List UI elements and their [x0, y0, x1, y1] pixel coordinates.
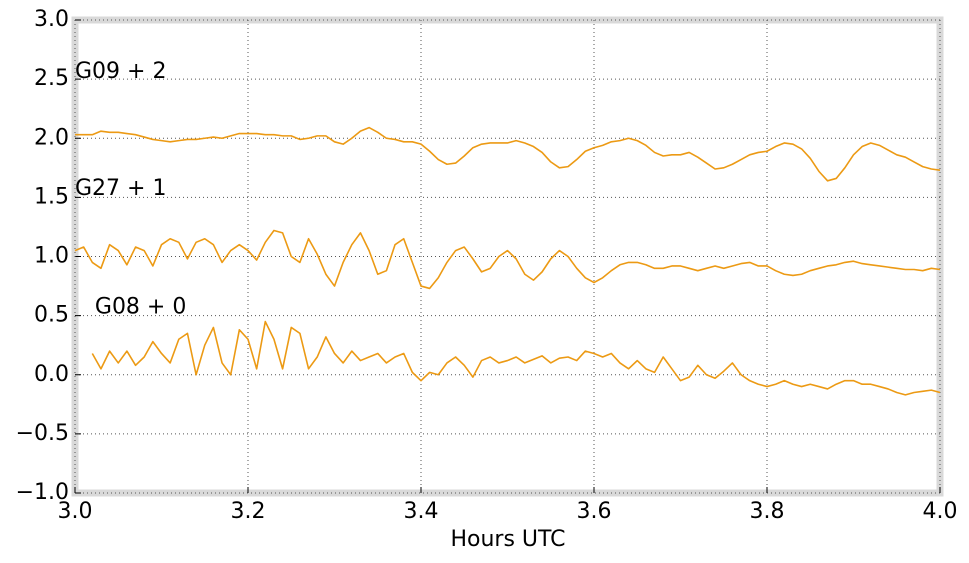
- y-tick-label: −1.0: [16, 480, 69, 505]
- data-line: [74, 229, 941, 290]
- y-tick-label: 2.0: [34, 125, 69, 150]
- x-axis-label: Hours UTC: [450, 527, 565, 552]
- annotation: G08 + 0: [95, 294, 186, 319]
- y-tick-label: 0.5: [34, 303, 69, 328]
- y-tick-label: 1.0: [34, 244, 69, 269]
- x-tick-label: 4.0: [923, 499, 958, 524]
- x-tick-label: 3.4: [404, 499, 439, 524]
- annotation: G09 + 2: [75, 59, 166, 84]
- x-tick-label: 3.0: [58, 499, 93, 524]
- x-tick-label: 3.8: [750, 499, 785, 524]
- x-tick-label: 3.6: [577, 499, 612, 524]
- y-tick-label: 0.0: [34, 362, 69, 387]
- y-tick-label: −0.5: [16, 421, 69, 446]
- y-tick-label: 2.5: [34, 66, 69, 91]
- y-tick-label: 3.0: [34, 7, 69, 32]
- annotation: G27 + 1: [75, 176, 166, 201]
- x-tick-label: 3.2: [231, 499, 266, 524]
- data-line: [75, 126, 941, 182]
- y-tick-label: 1.5: [34, 184, 69, 209]
- data-line: [91, 320, 941, 396]
